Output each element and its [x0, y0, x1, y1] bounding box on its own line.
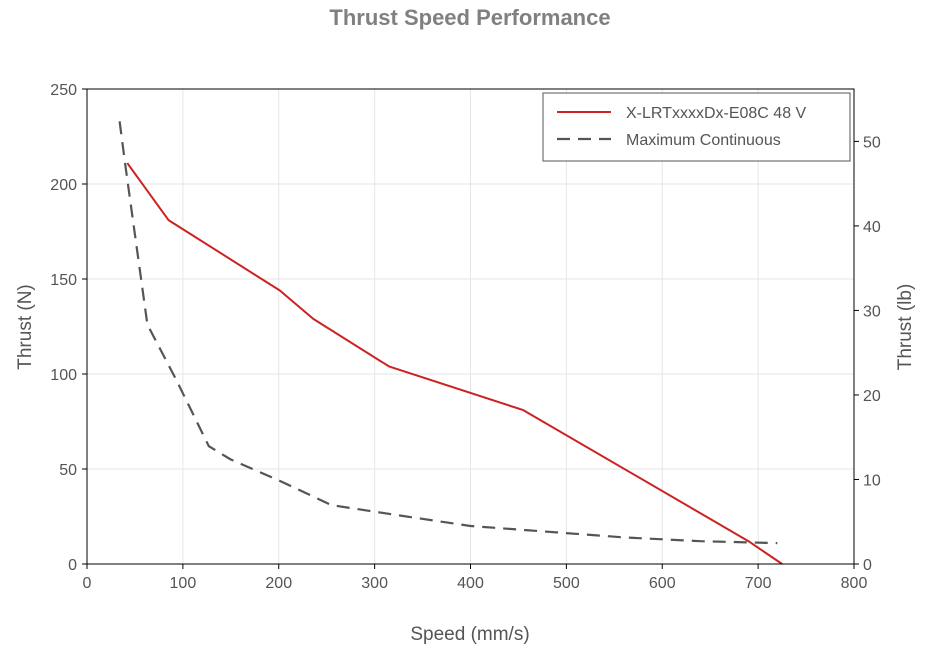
y2-tick-label-0: 0	[863, 557, 872, 574]
legend-box	[542, 92, 851, 162]
y2-tick-label-5: 50	[863, 134, 881, 151]
series-layer	[118, 121, 783, 565]
y2-tick-label-1: 10	[863, 472, 881, 489]
x-tick-label-4: 400	[457, 575, 484, 592]
y2-tick-label-4: 40	[863, 219, 881, 236]
y2-tick-label-2: 20	[863, 388, 881, 405]
x-tick-label-5: 500	[553, 575, 580, 592]
y-tick-label-3: 150	[50, 272, 77, 289]
series-line-1	[118, 121, 778, 545]
y-tick-label-2: 100	[50, 367, 77, 384]
series-line-0	[126, 162, 783, 565]
y-axis-left: 0 50 100 150 200 250	[50, 82, 87, 574]
x-axis-label: Speed (mm/s)	[410, 624, 529, 645]
x-tick-label-1: 100	[170, 575, 197, 592]
y2-tick-label-3: 30	[863, 303, 881, 320]
legend-label-series-0: X-LRTxxxxDx-E08C 48 V	[626, 105, 807, 122]
y-axis-label: Thrust (N)	[15, 284, 36, 370]
y2-axis-label: Thrust (lb)	[895, 284, 916, 371]
y-tick-label-0: 0	[68, 557, 77, 574]
x-tick-label-6: 600	[649, 575, 676, 592]
chart-title: Thrust Speed Performance	[329, 5, 610, 30]
y-axis-right: 0 10 20 30 40 50	[854, 134, 881, 574]
y-tick-label-4: 200	[50, 177, 77, 194]
y-tick-label-1: 50	[59, 462, 77, 479]
x-axis: 0 100 200 300 400 500 600 700 800	[83, 564, 868, 592]
x-tick-label-0: 0	[83, 575, 92, 592]
x-tick-label-8: 800	[841, 575, 868, 592]
x-tick-label-2: 200	[265, 575, 292, 592]
x-tick-label-3: 300	[361, 575, 388, 592]
y-tick-label-5: 250	[50, 82, 77, 99]
legend-label-series-1: Maximum Continuous	[626, 132, 781, 149]
x-tick-label-7: 700	[745, 575, 772, 592]
legend: X-LRTxxxxDx-E08C 48 V Maximum Continuous	[542, 92, 851, 162]
